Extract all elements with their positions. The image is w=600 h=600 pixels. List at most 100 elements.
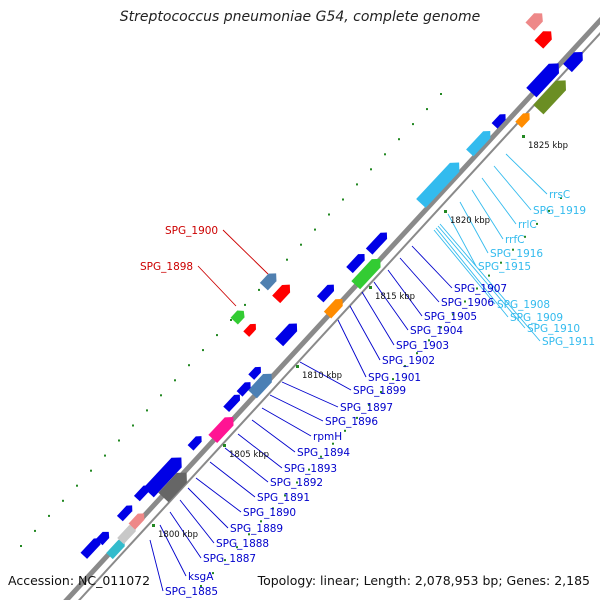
gene-feature-arrow[interactable] xyxy=(208,413,237,444)
scale-tick xyxy=(296,365,299,368)
ruler-dot xyxy=(398,138,400,141)
gene-feature-arrow[interactable] xyxy=(236,379,254,397)
gene-label-rrlc[interactable]: rrlC xyxy=(518,219,537,231)
gene-features[interactable] xyxy=(80,9,587,560)
leader-line xyxy=(224,447,269,483)
gene-feature-arrow[interactable] xyxy=(80,535,104,559)
gene-label-spg-1892[interactable]: SPG_1892 xyxy=(270,477,323,489)
gene-feature-arrow[interactable] xyxy=(106,537,128,560)
gene-label-spg-1898[interactable]: SPG_1898 xyxy=(140,261,193,273)
gene-feature-arrow[interactable] xyxy=(116,503,135,522)
gene-feature-arrow[interactable] xyxy=(515,110,532,128)
gene-feature-arrow[interactable] xyxy=(248,364,263,380)
ruler-dot xyxy=(248,533,250,536)
ruler-dot xyxy=(536,222,538,225)
gene-label-spg-1885[interactable]: SPG_1885 xyxy=(165,586,218,598)
gene-feature-arrow[interactable] xyxy=(526,59,564,98)
gene-feature-arrow[interactable] xyxy=(323,296,346,319)
gene-feature-arrow[interactable] xyxy=(346,251,368,274)
ruler-dot xyxy=(328,213,330,216)
leader-line xyxy=(481,177,517,225)
gene-label-spg-1899[interactable]: SPG_1899 xyxy=(353,385,406,397)
gene-feature-arrow[interactable] xyxy=(525,9,546,31)
gene-labels[interactable]: SPG_1885 ksgA SPG_1887 SPG_1888 SPG_1889 SPG_… xyxy=(140,189,595,598)
gene-label-spg-1911[interactable]: SPG_1911 xyxy=(542,336,595,348)
leader-line xyxy=(505,153,548,195)
gene-feature-arrow[interactable] xyxy=(230,307,248,325)
gene-label-spg-1890[interactable]: SPG_1890 xyxy=(243,507,296,519)
gene-feature-arrow[interactable] xyxy=(491,111,509,129)
gene-label-spg-1905[interactable]: SPG_1905 xyxy=(424,311,477,323)
gene-feature-arrow[interactable] xyxy=(158,468,191,503)
gene-label-rpmh[interactable]: rpmH xyxy=(313,431,342,443)
ruler-dot xyxy=(428,339,430,342)
ruler-dot xyxy=(212,572,214,575)
ruler-dot xyxy=(284,494,286,497)
leader-line xyxy=(179,499,215,544)
gene-feature-arrow[interactable] xyxy=(275,320,301,347)
gene-label-ksga[interactable]: ksgA xyxy=(188,571,214,583)
ruler-dot xyxy=(412,123,414,126)
gene-label-spg-1916[interactable]: SPG_1916 xyxy=(490,248,543,260)
gene-label-spg-1891[interactable]: SPG_1891 xyxy=(257,492,310,504)
ruler-dot xyxy=(76,484,78,487)
ruler-dot xyxy=(356,183,358,186)
gene-label-spg-1903[interactable]: SPG_1903 xyxy=(396,340,449,352)
gene-label-spg-1915[interactable]: SPG_1915 xyxy=(478,261,531,273)
leader-line xyxy=(433,229,496,305)
gene-label-spg-1902[interactable]: SPG_1902 xyxy=(382,355,435,367)
gene-feature-arrow[interactable] xyxy=(259,270,280,291)
label-leader-lines xyxy=(149,153,548,592)
ruler-dot xyxy=(200,585,202,587)
gene-label-spg-1904[interactable]: SPG_1904 xyxy=(410,325,463,337)
gene-feature-arrow[interactable] xyxy=(272,281,294,304)
gene-feature-arrow[interactable] xyxy=(365,229,390,255)
gene-label-spg-1907[interactable]: SPG_1907 xyxy=(454,283,507,295)
ruler-dot xyxy=(258,288,260,291)
gene-label-spg-1893[interactable]: SPG_1893 xyxy=(284,463,337,475)
gene-feature-arrow[interactable] xyxy=(117,522,139,545)
gene-feature-arrow[interactable] xyxy=(243,321,258,337)
gene-label-spg-1901[interactable]: SPG_1901 xyxy=(368,372,421,384)
gene-feature-arrow[interactable] xyxy=(223,392,242,413)
gene-label-spg-1897[interactable]: SPG_1897 xyxy=(340,402,393,414)
gene-feature-arrow[interactable] xyxy=(143,453,187,498)
gene-feature-arrow[interactable] xyxy=(187,433,205,451)
gene-label-rrfc[interactable]: rrfC xyxy=(505,234,524,246)
ruler-dot xyxy=(160,394,162,397)
ruler-dot xyxy=(202,349,204,352)
gene-label-spg-1910[interactable]: SPG_1910 xyxy=(527,323,580,335)
ruler-dot xyxy=(296,481,298,484)
ruler-dot xyxy=(320,455,322,458)
gene-label-spg-1908[interactable]: SPG_1908 xyxy=(497,299,550,311)
gene-label-spg-1889[interactable]: SPG_1889 xyxy=(230,523,283,535)
ruler-dot xyxy=(20,545,22,547)
gene-label-spg-1887[interactable]: SPG_1887 xyxy=(203,553,256,565)
gene-label-spg-1919[interactable]: SPG_1919 xyxy=(533,205,586,217)
gene-label-spg-1888[interactable]: SPG_1888 xyxy=(216,538,269,550)
gene-feature-arrow[interactable] xyxy=(128,510,148,530)
leader-line xyxy=(439,223,541,342)
gene-label-spg-1894[interactable]: SPG_1894 xyxy=(297,447,350,459)
gene-feature-arrow[interactable] xyxy=(534,27,555,49)
gene-feature-arrow[interactable] xyxy=(351,255,384,290)
leader-line xyxy=(209,461,256,498)
gene-feature-arrow[interactable] xyxy=(248,370,276,399)
leader-line xyxy=(459,201,489,254)
gene-feature-arrow[interactable] xyxy=(533,76,571,115)
accession-text: Accession: NC_011072 xyxy=(8,573,151,588)
gene-feature-arrow[interactable] xyxy=(563,48,587,73)
gene-label-spg-1900[interactable]: SPG_1900 xyxy=(165,225,218,237)
gene-feature-arrow[interactable] xyxy=(316,282,337,303)
scale-label: 1810 kbp xyxy=(302,371,342,381)
gene-label-spg-1909[interactable]: SPG_1909 xyxy=(510,312,563,324)
gene-label-spg-1906[interactable]: SPG_1906 xyxy=(441,297,494,309)
gene-feature-arrow[interactable] xyxy=(466,128,494,157)
leader-line xyxy=(471,189,504,240)
gene-label-spg-1896[interactable]: SPG_1896 xyxy=(325,416,378,428)
gene-label-rrsc[interactable]: rrsC xyxy=(549,189,570,201)
genome-summary-text: Topology: linear; Length: 2,078,953 bp; … xyxy=(257,573,590,588)
gene-feature-arrow[interactable] xyxy=(416,158,464,208)
gene-feature-arrow[interactable] xyxy=(95,529,112,546)
